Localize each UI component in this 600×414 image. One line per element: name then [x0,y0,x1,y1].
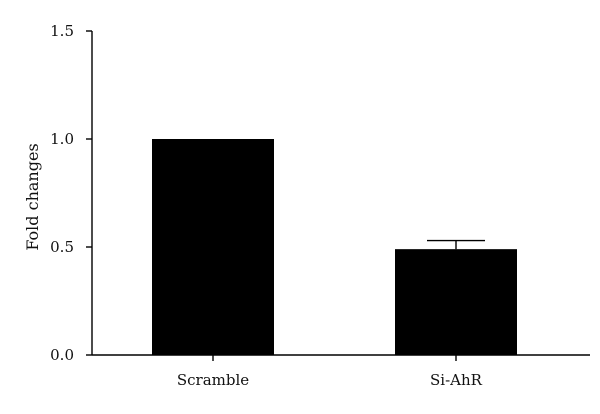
x-axis: Scramble Si-AhR [92,354,590,389]
bars [152,139,517,355]
y-tick-label: 1.0 [50,130,74,148]
y-tick-label: 1.5 [50,22,74,40]
y-tick-label: 0.5 [50,238,74,256]
bar-scramble [152,139,274,355]
bar-si-ahr [395,249,517,355]
y-axis-title: Fold changes [23,143,42,250]
x-tick-label: Scramble [177,371,249,389]
x-tick-label: Si-AhR [430,371,483,389]
error-bars [427,239,485,250]
y-axis: 0.0 0.5 1.0 1.5 [50,22,93,364]
y-tick-label: 0.0 [50,346,74,364]
